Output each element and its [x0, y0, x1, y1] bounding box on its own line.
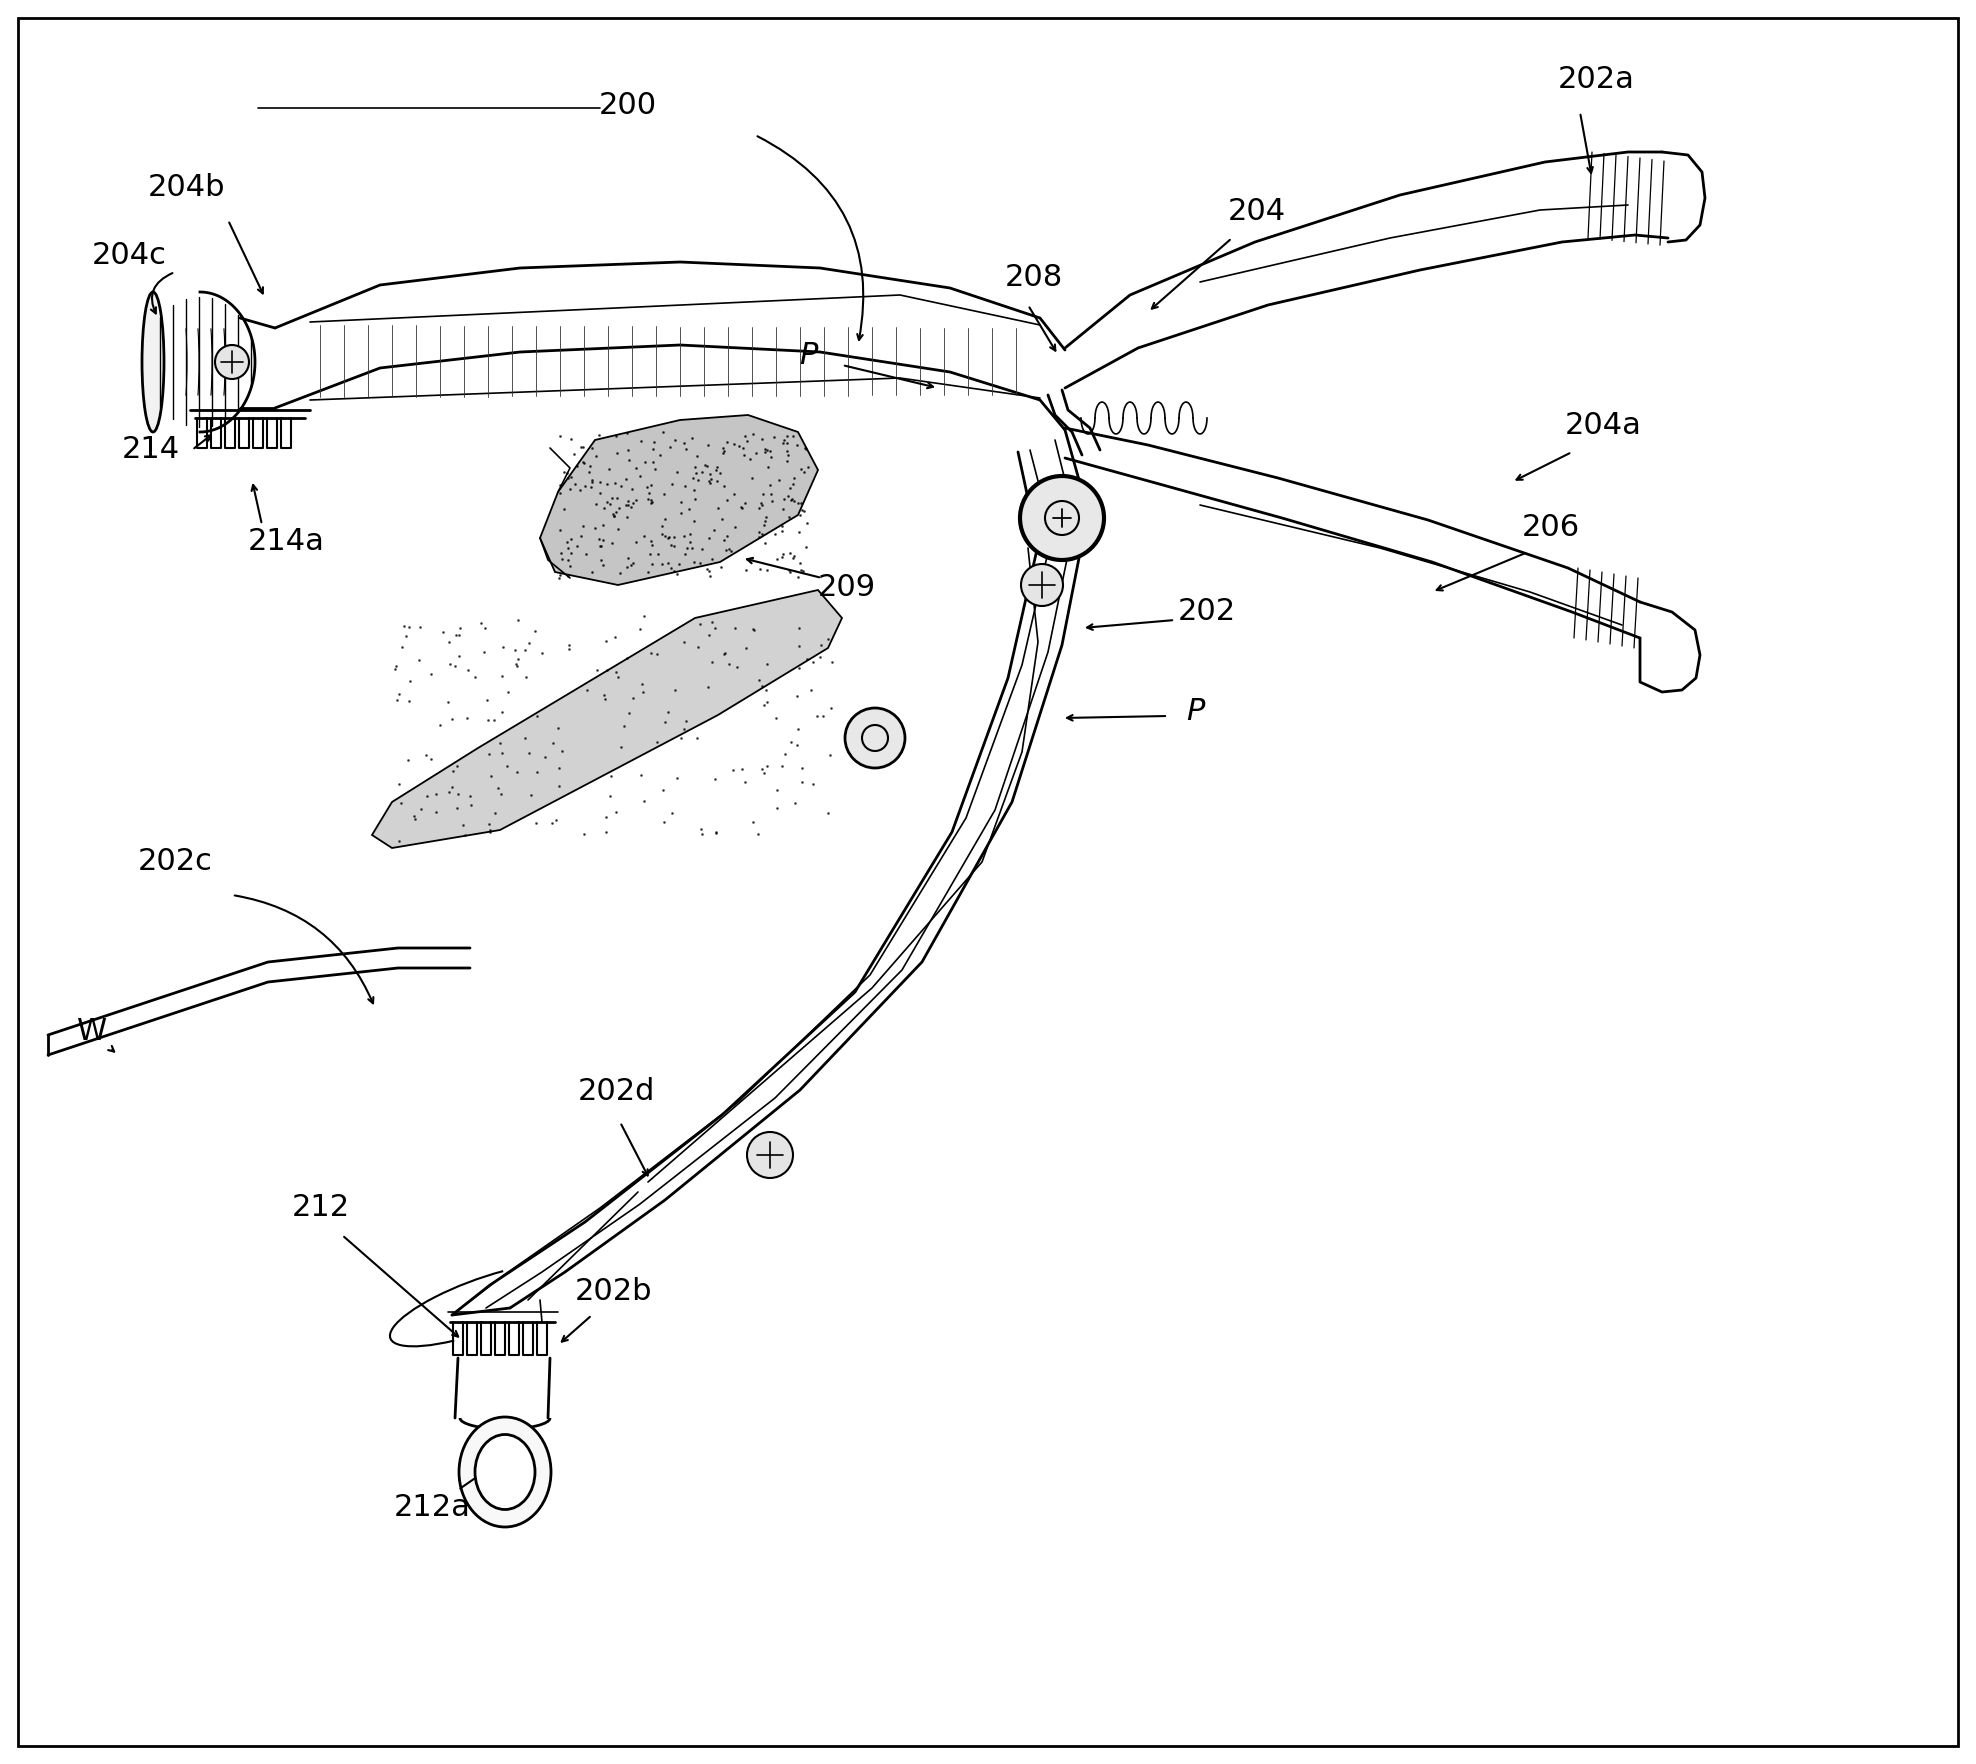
Circle shape — [846, 707, 905, 767]
Text: 202c: 202c — [138, 847, 213, 877]
Text: 202b: 202b — [575, 1277, 652, 1307]
Text: 212: 212 — [292, 1194, 350, 1222]
Text: 208: 208 — [1006, 263, 1063, 293]
Text: W: W — [77, 1018, 107, 1046]
Circle shape — [1020, 476, 1105, 559]
Polygon shape — [371, 589, 842, 848]
Text: 202a: 202a — [1557, 65, 1634, 95]
Ellipse shape — [142, 293, 164, 432]
Text: 206: 206 — [1522, 513, 1581, 543]
Text: 204b: 204b — [148, 173, 225, 203]
Text: 200: 200 — [599, 90, 658, 120]
Ellipse shape — [458, 1416, 551, 1528]
Ellipse shape — [474, 1434, 535, 1510]
Circle shape — [1022, 564, 1063, 607]
Text: 202d: 202d — [579, 1078, 656, 1106]
Polygon shape — [539, 415, 818, 586]
Text: 212a: 212a — [393, 1494, 470, 1522]
Text: 204c: 204c — [93, 240, 166, 270]
Circle shape — [215, 346, 249, 379]
Text: 202: 202 — [1178, 598, 1237, 626]
Text: 214: 214 — [123, 436, 180, 464]
Text: 204: 204 — [1227, 198, 1286, 226]
Circle shape — [747, 1132, 792, 1178]
Text: 204a: 204a — [1565, 411, 1642, 441]
Text: P: P — [1186, 697, 1203, 727]
Text: 214a: 214a — [249, 527, 324, 556]
Text: P: P — [798, 340, 818, 369]
Text: 209: 209 — [818, 573, 875, 603]
